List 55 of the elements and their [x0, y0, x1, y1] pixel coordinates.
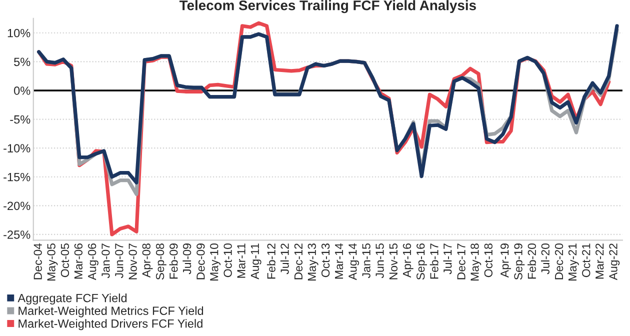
x-tick-label: Mar-14	[335, 243, 344, 279]
x-tick-label: Jun-15	[376, 244, 384, 278]
x-tick-label: Oct-21	[582, 244, 590, 278]
y-tick-label: 0%	[14, 86, 30, 95]
x-tick-label: Apr-19	[500, 244, 511, 278]
x-tick-label: May-10	[210, 243, 221, 281]
legend-label: Market-Weighted Metrics FCF Yield	[18, 306, 204, 318]
x-tick-label: Feb-09	[169, 244, 178, 279]
x-tick-label: Mar-22	[596, 244, 604, 279]
x-tick-label: May-13	[308, 244, 318, 281]
x-tick-label: Mar-06	[74, 244, 83, 279]
y-tick-label: -5%	[10, 115, 30, 124]
x-tick-label: Jan-07	[102, 244, 110, 278]
x-tick-label: Jul-09	[182, 244, 192, 274]
y-tick-label: 5%	[14, 58, 30, 66]
y-tick-label: -25%	[4, 230, 30, 239]
x-tick-label: Dec-20	[554, 243, 564, 280]
y-tick-label: 10%	[8, 28, 30, 38]
x-tick-label: Oct-05	[60, 244, 70, 278]
x-tick-label: Nov-15	[389, 244, 398, 280]
x-tick-label: Feb-20	[528, 243, 536, 279]
legend-label: Market-Weighted Drivers FCF Yield	[18, 319, 202, 330]
x-tick-label: Aug-06	[88, 244, 98, 280]
y-tick-label: -10%	[4, 144, 30, 152]
legend-label: Aggregate FCF Yield	[18, 294, 127, 305]
x-tick-label: Sep-08	[156, 244, 166, 280]
x-tick-label: Dec-09	[196, 244, 205, 280]
x-tick-label: Mar-11	[237, 244, 246, 278]
x-tick-label: Dec-12	[294, 244, 303, 280]
x-tick-label: Aug-14	[348, 243, 360, 280]
x-tick-label: May-21	[568, 244, 579, 281]
x-tick-label: May-18	[470, 244, 482, 281]
x-tick-label: Dec-17	[457, 244, 466, 280]
x-tick-label: Jul-20	[540, 243, 550, 274]
x-tick-label: Oct-13	[321, 244, 330, 278]
x-tick-label: Jul-17	[443, 244, 452, 274]
y-tick-label: -15%	[4, 172, 30, 182]
x-tick-label: Feb-17	[430, 244, 438, 279]
x-tick-label: Oct-18	[484, 244, 492, 278]
x-tick-label: Jun-07	[115, 244, 124, 278]
x-tick-label: Dec-04	[34, 243, 42, 280]
x-tick-label: May-05	[47, 244, 58, 281]
x-tick-label: Aug-22	[609, 244, 620, 280]
chart-title: Telecom Services Trailing FCF Yield Analysis	[179, 0, 476, 14]
x-tick-label: Nov-07	[128, 244, 137, 280]
x-tick-label: Sep-19	[514, 244, 525, 280]
x-tick-label: Apr-08	[142, 244, 153, 278]
x-tick-label: Jan-15	[362, 244, 370, 278]
y-tick-label: -20%	[4, 202, 30, 210]
x-tick-label: Apr-16	[402, 244, 414, 278]
x-tick-label: Feb-12	[266, 244, 276, 279]
x-tick-label: Sep-16	[416, 244, 427, 280]
x-tick-label: Oct-10	[224, 243, 232, 278]
x-tick-label: Jul-12	[280, 244, 289, 274]
x-tick-label: Aug-11	[250, 244, 262, 280]
